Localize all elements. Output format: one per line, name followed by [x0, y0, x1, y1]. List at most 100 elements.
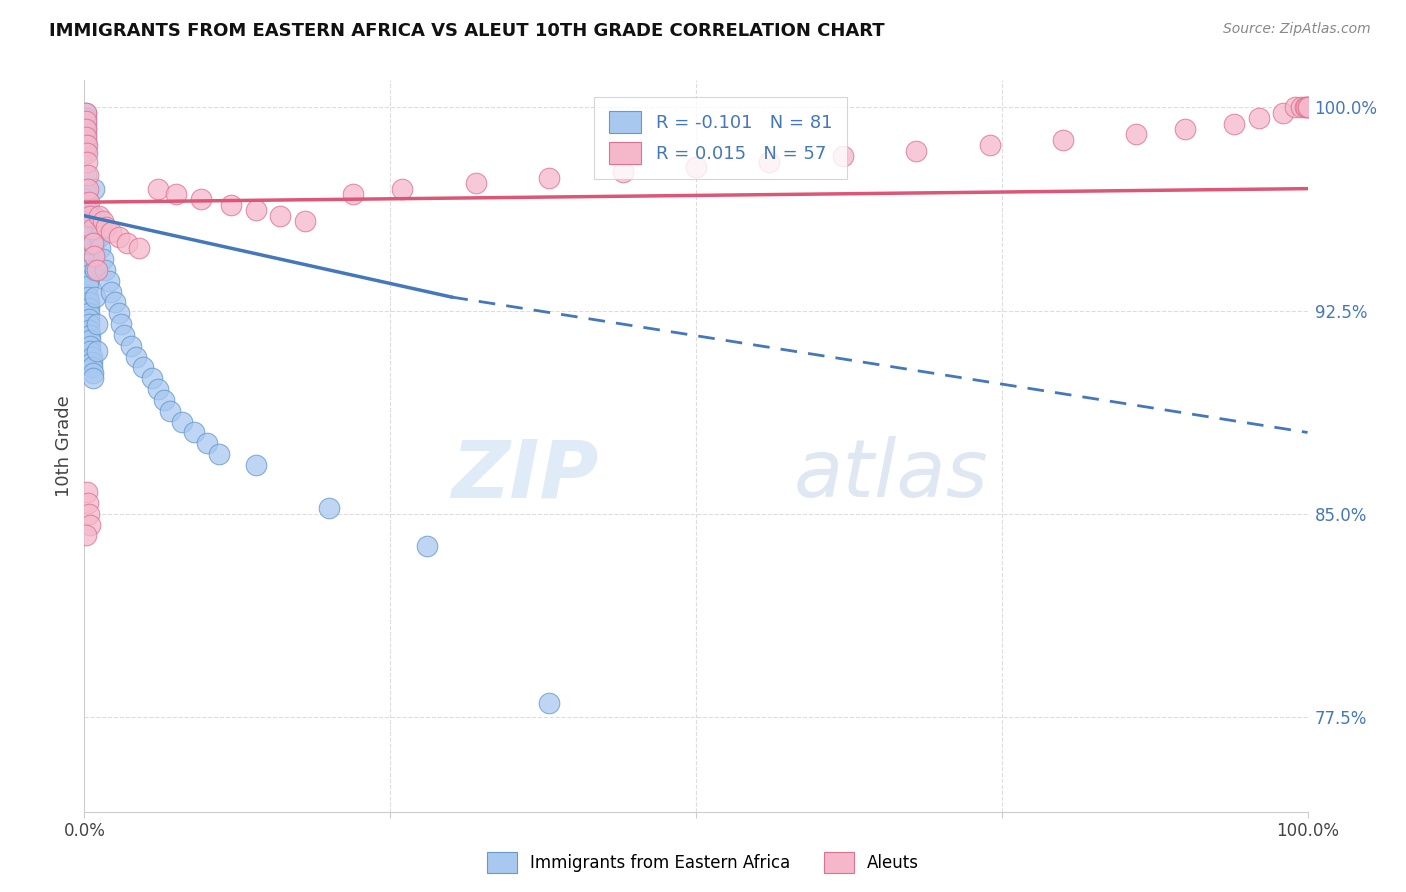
Point: [190, 193, 212, 207]
Point: [86, 344, 108, 359]
Point: [97, 274, 120, 288]
Point: [76, 209, 98, 223]
Point: [77, 181, 100, 195]
Point: [905, 144, 928, 158]
Point: [76, 219, 98, 234]
Point: [107, 306, 129, 320]
Point: [75, 133, 97, 147]
Point: [87, 209, 110, 223]
Point: [1294, 100, 1316, 114]
Point: [76, 241, 98, 255]
Point: [84, 290, 107, 304]
Point: [464, 176, 486, 190]
Point: [76, 225, 98, 239]
Point: [1284, 100, 1306, 114]
Point: [77, 507, 100, 521]
Point: [269, 209, 291, 223]
Point: [79, 517, 101, 532]
Y-axis label: 10th Grade: 10th Grade: [55, 395, 73, 497]
Point: [77, 311, 100, 326]
Point: [77, 168, 100, 182]
Point: [77, 274, 100, 288]
Point: [77, 246, 100, 260]
Point: [146, 382, 169, 396]
Point: [79, 344, 101, 359]
Point: [77, 268, 100, 283]
Point: [75, 114, 97, 128]
Point: [83, 181, 105, 195]
Point: [77, 252, 100, 266]
Point: [107, 230, 129, 244]
Text: ZIP: ZIP: [451, 436, 598, 515]
Point: [91, 214, 114, 228]
Point: [77, 258, 100, 272]
Point: [120, 339, 142, 353]
Point: [75, 130, 97, 145]
Point: [77, 290, 100, 304]
Point: [76, 203, 98, 218]
Point: [87, 230, 110, 244]
Point: [75, 168, 97, 182]
Point: [1052, 133, 1074, 147]
Point: [1296, 100, 1319, 114]
Point: [75, 105, 97, 120]
Point: [342, 187, 364, 202]
Point: [104, 295, 127, 310]
Point: [96, 219, 118, 234]
Point: [77, 301, 100, 315]
Point: [80, 350, 103, 364]
Point: [77, 496, 100, 510]
Point: [75, 528, 97, 542]
Point: [100, 285, 122, 299]
Point: [77, 279, 100, 293]
Point: [80, 360, 103, 375]
Point: [77, 295, 100, 310]
Point: [79, 327, 101, 342]
Point: [76, 187, 98, 202]
Point: [86, 317, 108, 331]
Point: [1247, 112, 1270, 126]
Point: [100, 225, 122, 239]
Point: [76, 198, 98, 212]
Legend: R = -0.101   N = 81, R = 0.015   N = 57: R = -0.101 N = 81, R = 0.015 N = 57: [595, 96, 846, 178]
Point: [75, 105, 97, 120]
Point: [83, 249, 105, 263]
Point: [685, 160, 707, 174]
Point: [141, 371, 163, 385]
Point: [77, 263, 100, 277]
Point: [165, 187, 187, 202]
Point: [172, 415, 194, 429]
Point: [831, 149, 853, 163]
Point: [76, 138, 98, 153]
Text: atlas: atlas: [794, 436, 988, 515]
Point: [79, 334, 101, 348]
Legend: Immigrants from Eastern Africa, Aleuts: Immigrants from Eastern Africa, Aleuts: [481, 846, 925, 880]
Point: [83, 209, 105, 223]
Point: [318, 501, 340, 516]
Point: [94, 263, 117, 277]
Point: [979, 138, 1001, 153]
Point: [75, 181, 97, 195]
Point: [82, 235, 104, 250]
Point: [159, 404, 181, 418]
Point: [1174, 122, 1197, 136]
Point: [1223, 117, 1246, 131]
Point: [195, 436, 218, 450]
Point: [391, 181, 413, 195]
Point: [112, 327, 135, 342]
Point: [758, 154, 780, 169]
Point: [75, 112, 97, 126]
Point: [86, 263, 108, 277]
Point: [76, 146, 98, 161]
Point: [294, 214, 316, 228]
Point: [76, 214, 98, 228]
Point: [79, 209, 101, 223]
Point: [83, 235, 105, 250]
Point: [110, 317, 132, 331]
Point: [416, 539, 439, 553]
Point: [75, 138, 97, 153]
Point: [76, 230, 98, 244]
Point: [77, 306, 100, 320]
Point: [76, 154, 98, 169]
Point: [1125, 128, 1147, 142]
